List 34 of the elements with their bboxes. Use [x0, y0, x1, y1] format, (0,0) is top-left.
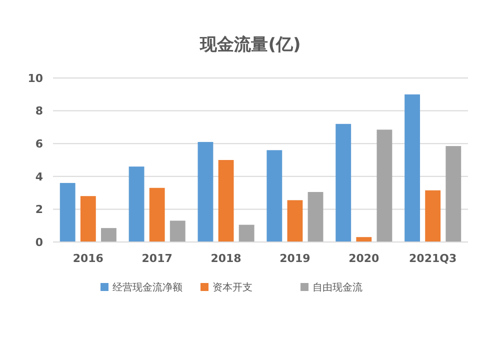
- x-tick-label: 2021Q3: [409, 252, 457, 265]
- x-tick-label: 2019: [280, 252, 310, 265]
- legend-label: 自由现金流: [312, 282, 362, 294]
- y-tick-label: 2: [35, 203, 43, 216]
- bar: [376, 130, 392, 242]
- y-tick-label: 10: [28, 72, 44, 85]
- legend-label: 经营现金流净额: [112, 282, 182, 294]
- bar: [425, 190, 441, 242]
- y-tick-label: 4: [35, 170, 44, 184]
- bar: [80, 196, 96, 242]
- x-tick-label: 2017: [142, 252, 172, 265]
- bar: [336, 124, 352, 242]
- bar: [356, 237, 372, 242]
- bar: [266, 150, 282, 242]
- y-tick-label: 6: [35, 137, 44, 150]
- bar: [60, 182, 76, 242]
- bar: [149, 188, 165, 242]
- chart-title: 现金流量(亿): [199, 35, 301, 55]
- bar: [218, 160, 234, 242]
- x-tick-label: 2018: [210, 252, 242, 265]
- bar: [287, 200, 303, 242]
- legend-label: 资本开支: [212, 282, 252, 294]
- x-tick-label: 2016: [72, 252, 104, 265]
- bar: [238, 224, 254, 242]
- x-tick-label: 2020: [348, 252, 380, 265]
- bar: [308, 192, 324, 242]
- bar: [101, 228, 116, 242]
- bar: [198, 142, 214, 242]
- bar: [446, 146, 462, 242]
- bar: [404, 94, 420, 242]
- bar: [170, 220, 186, 242]
- bar: [128, 166, 144, 242]
- y-tick-label: 8: [35, 104, 43, 118]
- y-tick-label: 0: [35, 236, 44, 249]
